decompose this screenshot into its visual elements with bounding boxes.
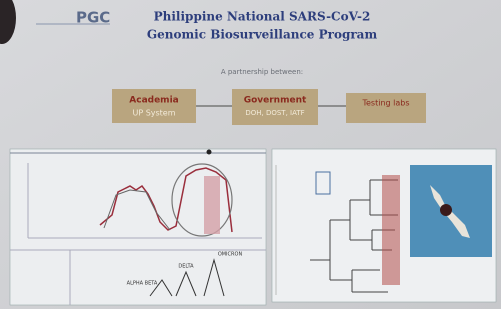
partner-name: Government [244, 96, 307, 106]
map-marker [440, 204, 452, 216]
partner-detail: DOH, DOST, IATF [245, 109, 304, 117]
variant-label: ALPHA BETA [127, 281, 158, 287]
partner-detail: UP System [132, 109, 175, 118]
pointer-dot [207, 150, 212, 155]
partner-box [232, 89, 318, 125]
partner-name: Academia [129, 96, 178, 106]
subtitle: A partnership between: [221, 68, 303, 76]
variant-label: DELTA [178, 264, 194, 270]
page: PGC Philippine National SARS-CoV-2 Genom… [0, 0, 501, 309]
variant-label: OMICRON [218, 252, 243, 258]
photo: PGC Philippine National SARS-CoV-2 Genom… [0, 0, 501, 309]
highlight-bars [204, 176, 220, 234]
partner-name: Testing labs [361, 99, 409, 108]
tree-tips [382, 175, 400, 285]
partner-box [346, 93, 426, 123]
partner-box [112, 89, 196, 123]
title-line-2: Genomic Biosurveillance Program [147, 28, 378, 42]
title-line-1: Philippine National SARS-CoV-2 [154, 10, 371, 24]
